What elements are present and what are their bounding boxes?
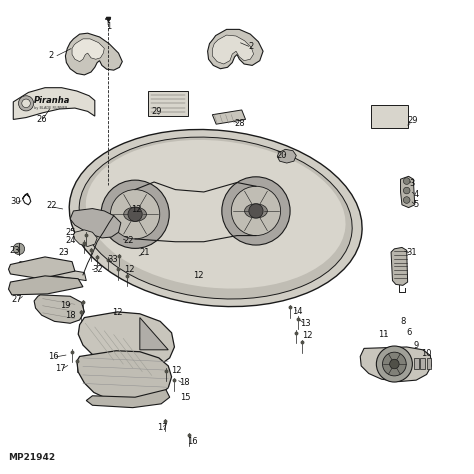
Text: 27: 27 (11, 295, 22, 304)
Polygon shape (277, 149, 296, 163)
Circle shape (101, 180, 169, 248)
Polygon shape (78, 312, 174, 369)
Circle shape (249, 204, 263, 218)
Ellipse shape (245, 204, 267, 218)
Polygon shape (9, 276, 83, 295)
Circle shape (403, 178, 410, 184)
Text: 4: 4 (413, 190, 419, 199)
Text: 22: 22 (46, 201, 56, 210)
Text: Piranha: Piranha (34, 96, 71, 105)
Text: 30: 30 (10, 197, 20, 206)
Text: 33: 33 (108, 255, 118, 264)
Circle shape (403, 197, 410, 203)
Ellipse shape (124, 207, 146, 221)
Circle shape (231, 186, 281, 236)
Circle shape (22, 99, 30, 108)
Text: 12: 12 (131, 205, 142, 214)
Polygon shape (401, 176, 415, 208)
Text: 19: 19 (60, 301, 71, 310)
Circle shape (376, 346, 412, 382)
Text: 15: 15 (181, 393, 191, 401)
Text: 31: 31 (406, 248, 417, 256)
Polygon shape (65, 33, 122, 75)
Polygon shape (73, 230, 97, 246)
Text: 12: 12 (171, 366, 182, 375)
Ellipse shape (86, 140, 346, 289)
Circle shape (110, 190, 160, 239)
Text: 17: 17 (55, 365, 66, 373)
Text: 20: 20 (277, 151, 287, 160)
Text: 14: 14 (292, 308, 303, 316)
Circle shape (383, 352, 406, 376)
Text: 21: 21 (139, 248, 150, 256)
Circle shape (18, 96, 34, 111)
Text: 12: 12 (124, 265, 134, 273)
Ellipse shape (79, 137, 352, 299)
Bar (420, 358, 425, 369)
Circle shape (403, 187, 410, 194)
Text: 3: 3 (410, 180, 415, 188)
Circle shape (390, 359, 399, 369)
Text: 26: 26 (36, 115, 47, 124)
Text: MP21942: MP21942 (9, 453, 55, 462)
Text: 2: 2 (48, 52, 54, 60)
Text: 16: 16 (48, 352, 58, 361)
Text: 22: 22 (124, 237, 134, 245)
Text: 11: 11 (378, 330, 388, 338)
Text: 24: 24 (65, 237, 75, 245)
Polygon shape (391, 247, 408, 285)
Text: 13: 13 (301, 319, 311, 328)
Polygon shape (360, 347, 431, 382)
Polygon shape (70, 209, 121, 238)
Polygon shape (140, 318, 168, 350)
Text: 25: 25 (65, 228, 75, 237)
Text: 32: 32 (92, 265, 102, 273)
Text: 12: 12 (193, 272, 203, 280)
Text: 17: 17 (157, 423, 167, 432)
Text: 18: 18 (65, 311, 75, 319)
Text: 29: 29 (407, 117, 418, 125)
Polygon shape (72, 39, 104, 62)
Circle shape (128, 207, 142, 221)
Bar (414, 358, 419, 369)
Ellipse shape (69, 129, 362, 307)
Circle shape (13, 243, 25, 255)
Polygon shape (212, 110, 246, 124)
Bar (371, 105, 408, 128)
Polygon shape (18, 262, 86, 281)
Text: 5: 5 (413, 201, 419, 209)
Circle shape (222, 177, 290, 245)
Text: 8: 8 (400, 317, 406, 326)
Text: 28: 28 (234, 119, 245, 128)
Text: 12: 12 (302, 331, 312, 340)
Text: by BLADE RUNNER: by BLADE RUNNER (34, 106, 68, 110)
Text: 2: 2 (248, 42, 254, 51)
Text: 10: 10 (421, 349, 432, 357)
Text: 16: 16 (187, 438, 197, 446)
Text: 12: 12 (112, 309, 123, 317)
Bar (148, 91, 188, 116)
Bar (427, 358, 431, 369)
Text: 23: 23 (59, 248, 69, 256)
Polygon shape (9, 257, 75, 279)
Text: 6: 6 (406, 328, 411, 337)
Polygon shape (13, 88, 95, 119)
Polygon shape (77, 351, 172, 402)
Text: 29: 29 (151, 107, 162, 116)
Polygon shape (34, 295, 84, 323)
Text: 1: 1 (106, 22, 112, 30)
Polygon shape (86, 390, 170, 408)
Polygon shape (212, 35, 254, 64)
Text: 9: 9 (413, 341, 419, 349)
Text: 23: 23 (10, 246, 20, 255)
Polygon shape (208, 29, 263, 69)
Text: 18: 18 (179, 379, 189, 387)
